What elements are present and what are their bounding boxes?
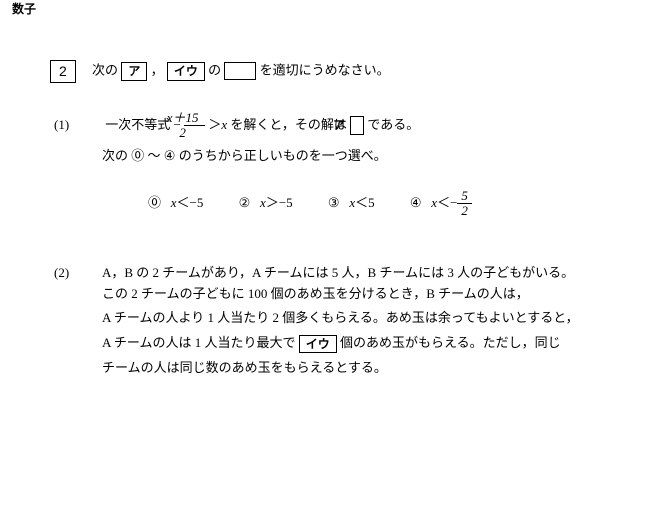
p1-answer-box: ア (350, 116, 364, 134)
p2-line1: (2)A，B の 2 チームがあり，A チームには 5 人，B チームには 3 … (102, 263, 632, 284)
choice-label-0: ⓪ (148, 193, 161, 214)
p2-l5: チームの人は同じ数のあめ玉をもらえるとする。 (102, 358, 632, 379)
subproblem-2: (2)A，B の 2 チームがあり，A チームには 5 人，B チームには 3 … (78, 263, 632, 379)
subproblem-1: (1) 一次不等式 − x＋15 2 ＞x を解くと，その解は ア である。 次… (78, 111, 632, 219)
p1-fraction: x＋15 2 (184, 111, 205, 141)
p2-number: (2) (78, 263, 102, 284)
page-header: 数子 (12, 0, 36, 19)
p2-l2: この 2 チームの子どもに 100 個のあめ玉を分けるとき，B チームの人は， (102, 284, 632, 305)
choice-label-0a: ⓪ (131, 146, 144, 167)
choice-label-3: ③ (328, 193, 340, 214)
p2-l4b: 個のあめ玉がもらえる。ただし，同じ (340, 335, 561, 350)
empty-box (224, 62, 256, 80)
p1-frac-den: 2 (184, 126, 205, 140)
p2-answer-box: イウ (299, 335, 337, 353)
ch4-lt: ＜− (437, 195, 457, 210)
ch2-rest: ＞−5 (266, 195, 293, 210)
intro-text-a: 次の (92, 62, 118, 77)
choice-2: ② x＞−5 (239, 193, 293, 214)
p1-number: (1) (78, 115, 102, 136)
p1-t3: である。 (367, 117, 419, 132)
p1-line2c: のうちから正しいものを一つ選べ。 (175, 148, 386, 163)
choice-label-2: ② (239, 193, 251, 214)
question-number-box: 2 (50, 60, 76, 83)
p2-l1: A，B の 2 チームがあり，A チームには 5 人，B チームには 3 人の子… (102, 265, 574, 280)
ch4-frac-den: 2 (457, 204, 472, 218)
blank-box-iu: イウ (167, 62, 205, 80)
p1-t2: ＞ (208, 117, 221, 132)
intro-line: 2 次の ア ， イウ の を適切にうめなさい。 (50, 60, 632, 83)
choice-4: ④ x＜− 5 2 (410, 189, 472, 219)
p1-line2a: 次の (102, 148, 131, 163)
choice-3: ③ x＜5 (328, 193, 375, 214)
choice-label-4: ④ (410, 193, 422, 214)
p1-frac-num: x＋15 (184, 111, 205, 126)
ch3-rest: ＜5 (355, 195, 375, 210)
intro-text-c: を適切にうめなさい。 (260, 62, 390, 77)
ch4-frac-num: 5 (457, 189, 472, 204)
ch4-frac: 5 2 (457, 189, 472, 219)
blank-box-a: ア (121, 62, 147, 80)
p1-t2c: を解くと，その解は (227, 117, 347, 132)
p2-l4: A チームの人は 1 人当たり最大で イウ 個のあめ玉がもらえる。ただし，同じ (102, 333, 632, 354)
intro-comma: ， (151, 62, 164, 77)
choice-label-4a: ④ (164, 146, 176, 167)
p2-l4a: A チームの人は 1 人当たり最大で (102, 335, 296, 350)
choices-row: ⓪ x＜−5 ② x＞−5 ③ x＜5 ④ x＜− 5 2 (148, 189, 632, 219)
intro-text-b: の (208, 62, 221, 77)
p1-line2b: ～ (144, 148, 164, 163)
problem-content: 2 次の ア ， イウ の を適切にうめなさい。 (1) 一次不等式 − x＋1… (50, 60, 632, 399)
choice-0: ⓪ x＜−5 (148, 193, 203, 214)
ch0-rest: ＜−5 (177, 195, 204, 210)
p1-line2: 次の ⓪ ～ ④ のうちから正しいものを一つ選べ。 (102, 146, 632, 167)
p1-line1: (1) 一次不等式 − x＋15 2 ＞x を解くと，その解は ア である。 (102, 111, 632, 141)
p2-l3: A チームの人より 1 人当たり 2 個多くもらえる。あめ玉は余ってもよいとする… (102, 308, 632, 329)
